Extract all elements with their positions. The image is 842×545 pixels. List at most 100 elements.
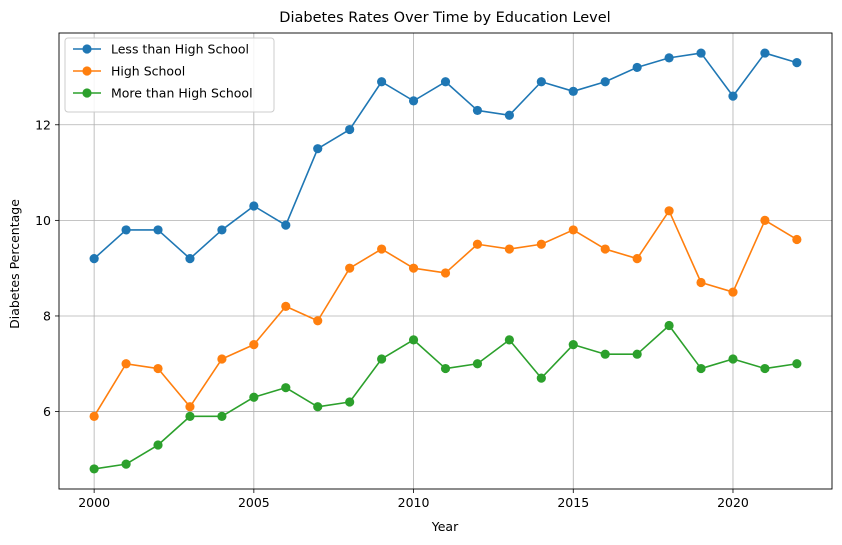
data-point [185, 254, 195, 264]
data-point [568, 225, 578, 235]
y-tick-label: 8 [43, 308, 51, 323]
data-point [281, 383, 291, 393]
chart-title: Diabetes Rates Over Time by Education Le… [279, 10, 610, 26]
data-point [472, 105, 483, 116]
plot-frame [58, 32, 833, 490]
data-point [89, 254, 99, 264]
data-point [632, 254, 642, 264]
data-point [217, 225, 227, 235]
y-axis-ticks: 6 8 10 12 [35, 117, 59, 419]
legend-box [64, 37, 275, 113]
data-point [153, 225, 163, 235]
data-point [377, 354, 387, 364]
data-point [696, 48, 706, 58]
data-point [217, 354, 227, 364]
data-point [281, 220, 291, 230]
y-tick-label: 6 [43, 404, 51, 419]
legend-item: Less than High School [73, 42, 249, 57]
data-point [408, 96, 419, 106]
data-point [121, 225, 131, 235]
legend-item: High School [73, 64, 185, 79]
data-point [696, 277, 706, 288]
series-layer [89, 48, 802, 474]
x-tick-label: 2020 [717, 495, 749, 510]
data-point [472, 359, 483, 369]
series-line [94, 324, 797, 470]
data-point [121, 359, 131, 369]
data-point [664, 53, 674, 63]
data-point [313, 402, 323, 412]
data-point [249, 201, 259, 211]
data-point [664, 320, 674, 331]
y-tick-label: 12 [35, 117, 51, 132]
data-point [185, 411, 195, 421]
data-point [600, 77, 610, 87]
legend-marker [82, 44, 92, 54]
data-point [536, 77, 546, 87]
legend-marker [82, 88, 92, 98]
data-point [313, 316, 323, 326]
data-point [440, 77, 451, 87]
data-point [377, 244, 387, 254]
data-point [696, 363, 706, 374]
y-tick-label: 10 [35, 213, 51, 228]
data-point [728, 354, 738, 364]
data-point [632, 349, 642, 359]
data-point [153, 363, 163, 374]
x-axis-label: Year [431, 519, 459, 534]
data-point [472, 239, 483, 249]
series-high-school [89, 206, 802, 421]
data-point [408, 263, 419, 273]
data-point [281, 301, 291, 312]
data-point [440, 363, 451, 374]
data-point [760, 363, 770, 374]
data-point [185, 402, 195, 412]
data-point [440, 268, 451, 278]
data-point [345, 263, 355, 273]
legend-label: Less than High School [111, 42, 249, 57]
legend-label: More than High School [111, 86, 253, 101]
x-tick-label: 2000 [78, 495, 110, 510]
data-point [792, 234, 802, 245]
data-point [664, 206, 674, 216]
data-point [313, 144, 323, 154]
series-more-than-high-school [89, 320, 802, 474]
data-point [217, 411, 227, 421]
data-point [504, 335, 514, 345]
data-point [249, 340, 259, 350]
data-point [89, 464, 99, 474]
data-point [568, 340, 578, 350]
data-point [536, 373, 546, 383]
data-point [153, 440, 163, 450]
data-point [89, 411, 99, 421]
data-point [345, 124, 355, 135]
legend-item: More than High School [73, 86, 253, 101]
x-axis-ticks: 2000 2005 2010 2015 2020 [78, 489, 749, 510]
data-point [760, 215, 770, 225]
legend-marker [82, 66, 92, 76]
x-tick-label: 2005 [238, 495, 270, 510]
data-point [504, 110, 514, 120]
data-point [600, 349, 610, 359]
data-point [792, 359, 802, 369]
data-point [728, 91, 738, 101]
data-point [632, 62, 642, 73]
legend: Less than High School High School More tha… [64, 37, 275, 113]
series-less-than-high-school [89, 48, 802, 264]
data-point [568, 86, 578, 96]
data-point [408, 335, 419, 345]
data-point [345, 397, 355, 407]
data-point [760, 48, 770, 58]
y-axis-label: Diabetes Percentage [7, 199, 22, 329]
data-point [600, 244, 610, 254]
data-point [249, 392, 259, 402]
x-tick-label: 2010 [398, 495, 430, 510]
x-tick-label: 2015 [557, 495, 589, 510]
data-point [504, 244, 514, 254]
legend-label: High School [111, 64, 185, 79]
data-point [121, 459, 131, 469]
data-point [792, 58, 802, 68]
data-point [728, 287, 738, 297]
